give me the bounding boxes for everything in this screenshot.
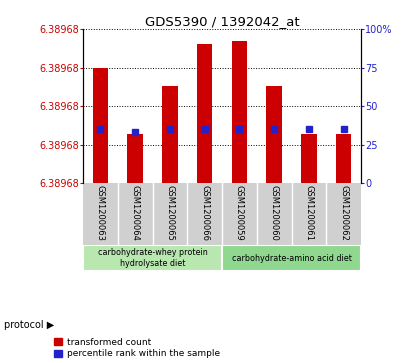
Bar [222, 245, 361, 271]
Bar [162, 86, 178, 183]
Text: protocol ▶: protocol ▶ [4, 320, 54, 330]
Text: GSM1200059: GSM1200059 [235, 185, 244, 241]
Bar [266, 86, 282, 183]
Bar [336, 134, 352, 183]
Text: carbohydrate-whey protein
hydrolysate diet: carbohydrate-whey protein hydrolysate di… [98, 248, 208, 268]
Legend: transformed count, percentile rank within the sample: transformed count, percentile rank withi… [54, 338, 220, 359]
Text: GSM1200060: GSM1200060 [270, 185, 278, 241]
Text: GSM1200064: GSM1200064 [131, 185, 139, 241]
Bar [232, 41, 247, 183]
Bar [83, 245, 222, 271]
Bar [127, 134, 143, 183]
Title: GDS5390 / 1392042_at: GDS5390 / 1392042_at [145, 15, 299, 28]
Bar [197, 44, 212, 183]
Text: carbohydrate-amino acid diet: carbohydrate-amino acid diet [232, 253, 352, 262]
Bar [301, 134, 317, 183]
Text: GSM1200063: GSM1200063 [96, 185, 105, 241]
Text: GSM1200066: GSM1200066 [200, 185, 209, 241]
Text: GSM1200062: GSM1200062 [339, 185, 348, 241]
Text: GSM1200061: GSM1200061 [305, 185, 313, 241]
Bar [93, 68, 108, 183]
Text: GSM1200065: GSM1200065 [166, 185, 174, 241]
